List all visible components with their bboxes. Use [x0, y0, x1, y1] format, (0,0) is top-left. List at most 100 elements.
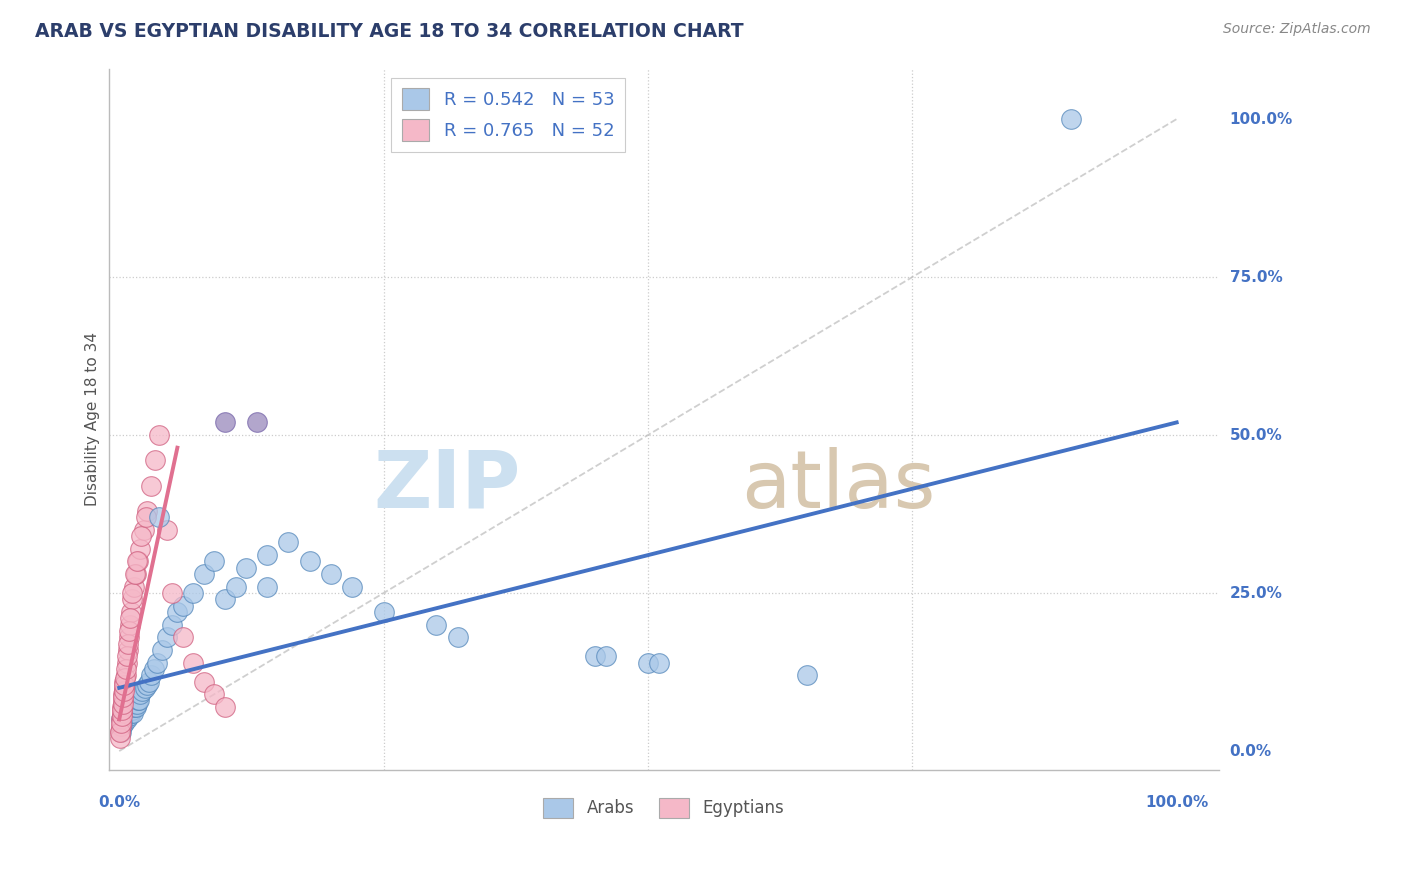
Point: [131, 529, 153, 543]
Point: [118, 630, 141, 644]
Point: [143, 453, 166, 467]
Point: [425, 617, 447, 632]
Point: [160, 617, 183, 632]
Point: [181, 656, 204, 670]
Point: [110, 719, 132, 733]
Point: [111, 703, 134, 717]
Text: atlas: atlas: [741, 447, 935, 524]
Point: [127, 554, 149, 568]
Point: [111, 706, 134, 720]
Text: 75.0%: 75.0%: [1229, 269, 1282, 285]
Point: [110, 725, 132, 739]
Point: [111, 699, 134, 714]
Legend: Arabs, Egyptians: Arabs, Egyptians: [537, 791, 792, 825]
Point: [112, 681, 135, 695]
Point: [373, 605, 395, 619]
Point: [115, 662, 138, 676]
Point: [446, 630, 468, 644]
Point: [118, 709, 141, 723]
Point: [256, 580, 278, 594]
Point: [110, 713, 132, 727]
Point: [583, 649, 606, 664]
Point: [132, 523, 155, 537]
Point: [129, 541, 152, 556]
Point: [135, 504, 157, 518]
Point: [225, 580, 247, 594]
Point: [235, 561, 257, 575]
Point: [112, 709, 135, 723]
Point: [120, 611, 142, 625]
Point: [214, 416, 236, 430]
Point: [148, 510, 170, 524]
Point: [117, 643, 139, 657]
Text: 25.0%: 25.0%: [1229, 585, 1282, 600]
Point: [340, 580, 363, 594]
Point: [125, 699, 148, 714]
Point: [160, 586, 183, 600]
Point: [138, 674, 160, 689]
Point: [112, 687, 135, 701]
Point: [172, 630, 194, 644]
Point: [115, 649, 138, 664]
Point: [156, 523, 179, 537]
Point: [214, 699, 236, 714]
Point: [796, 668, 818, 682]
Point: [111, 715, 134, 730]
Point: [112, 678, 135, 692]
Point: [112, 690, 135, 705]
Point: [256, 548, 278, 562]
Point: [115, 713, 138, 727]
Point: [124, 697, 146, 711]
Text: 0.0%: 0.0%: [1229, 744, 1271, 758]
Point: [139, 478, 162, 492]
Point: [110, 709, 132, 723]
Text: 100.0%: 100.0%: [1144, 796, 1208, 810]
Point: [118, 624, 141, 638]
Point: [118, 617, 141, 632]
Point: [115, 656, 138, 670]
Y-axis label: Disability Age 18 to 34: Disability Age 18 to 34: [86, 332, 100, 507]
Point: [124, 567, 146, 582]
Point: [114, 668, 136, 682]
Text: 100.0%: 100.0%: [1229, 112, 1292, 127]
Point: [108, 731, 131, 746]
Point: [110, 725, 132, 739]
Point: [214, 592, 236, 607]
Point: [193, 567, 215, 582]
Point: [135, 678, 157, 692]
Point: [172, 599, 194, 613]
Point: [202, 554, 225, 568]
Point: [127, 554, 149, 568]
Point: [120, 706, 142, 720]
Point: [647, 656, 669, 670]
Point: [117, 703, 139, 717]
Text: Source: ZipAtlas.com: Source: ZipAtlas.com: [1223, 22, 1371, 37]
Point: [127, 693, 149, 707]
Point: [202, 687, 225, 701]
Point: [111, 719, 134, 733]
Point: [112, 684, 135, 698]
Point: [148, 428, 170, 442]
Point: [156, 630, 179, 644]
Text: ARAB VS EGYPTIAN DISABILITY AGE 18 TO 34 CORRELATION CHART: ARAB VS EGYPTIAN DISABILITY AGE 18 TO 34…: [35, 22, 744, 41]
Point: [193, 674, 215, 689]
Point: [122, 706, 145, 720]
Point: [120, 605, 142, 619]
Point: [111, 693, 134, 707]
Point: [127, 697, 149, 711]
Point: [319, 567, 342, 582]
Point: [595, 649, 617, 664]
Point: [114, 706, 136, 720]
Point: [125, 567, 148, 582]
Point: [146, 656, 169, 670]
Point: [637, 656, 659, 670]
Point: [121, 703, 143, 717]
Point: [114, 671, 136, 685]
Point: [110, 713, 132, 727]
Point: [143, 662, 166, 676]
Point: [121, 592, 143, 607]
Point: [131, 684, 153, 698]
Point: [110, 715, 132, 730]
Point: [181, 586, 204, 600]
Point: [121, 586, 143, 600]
